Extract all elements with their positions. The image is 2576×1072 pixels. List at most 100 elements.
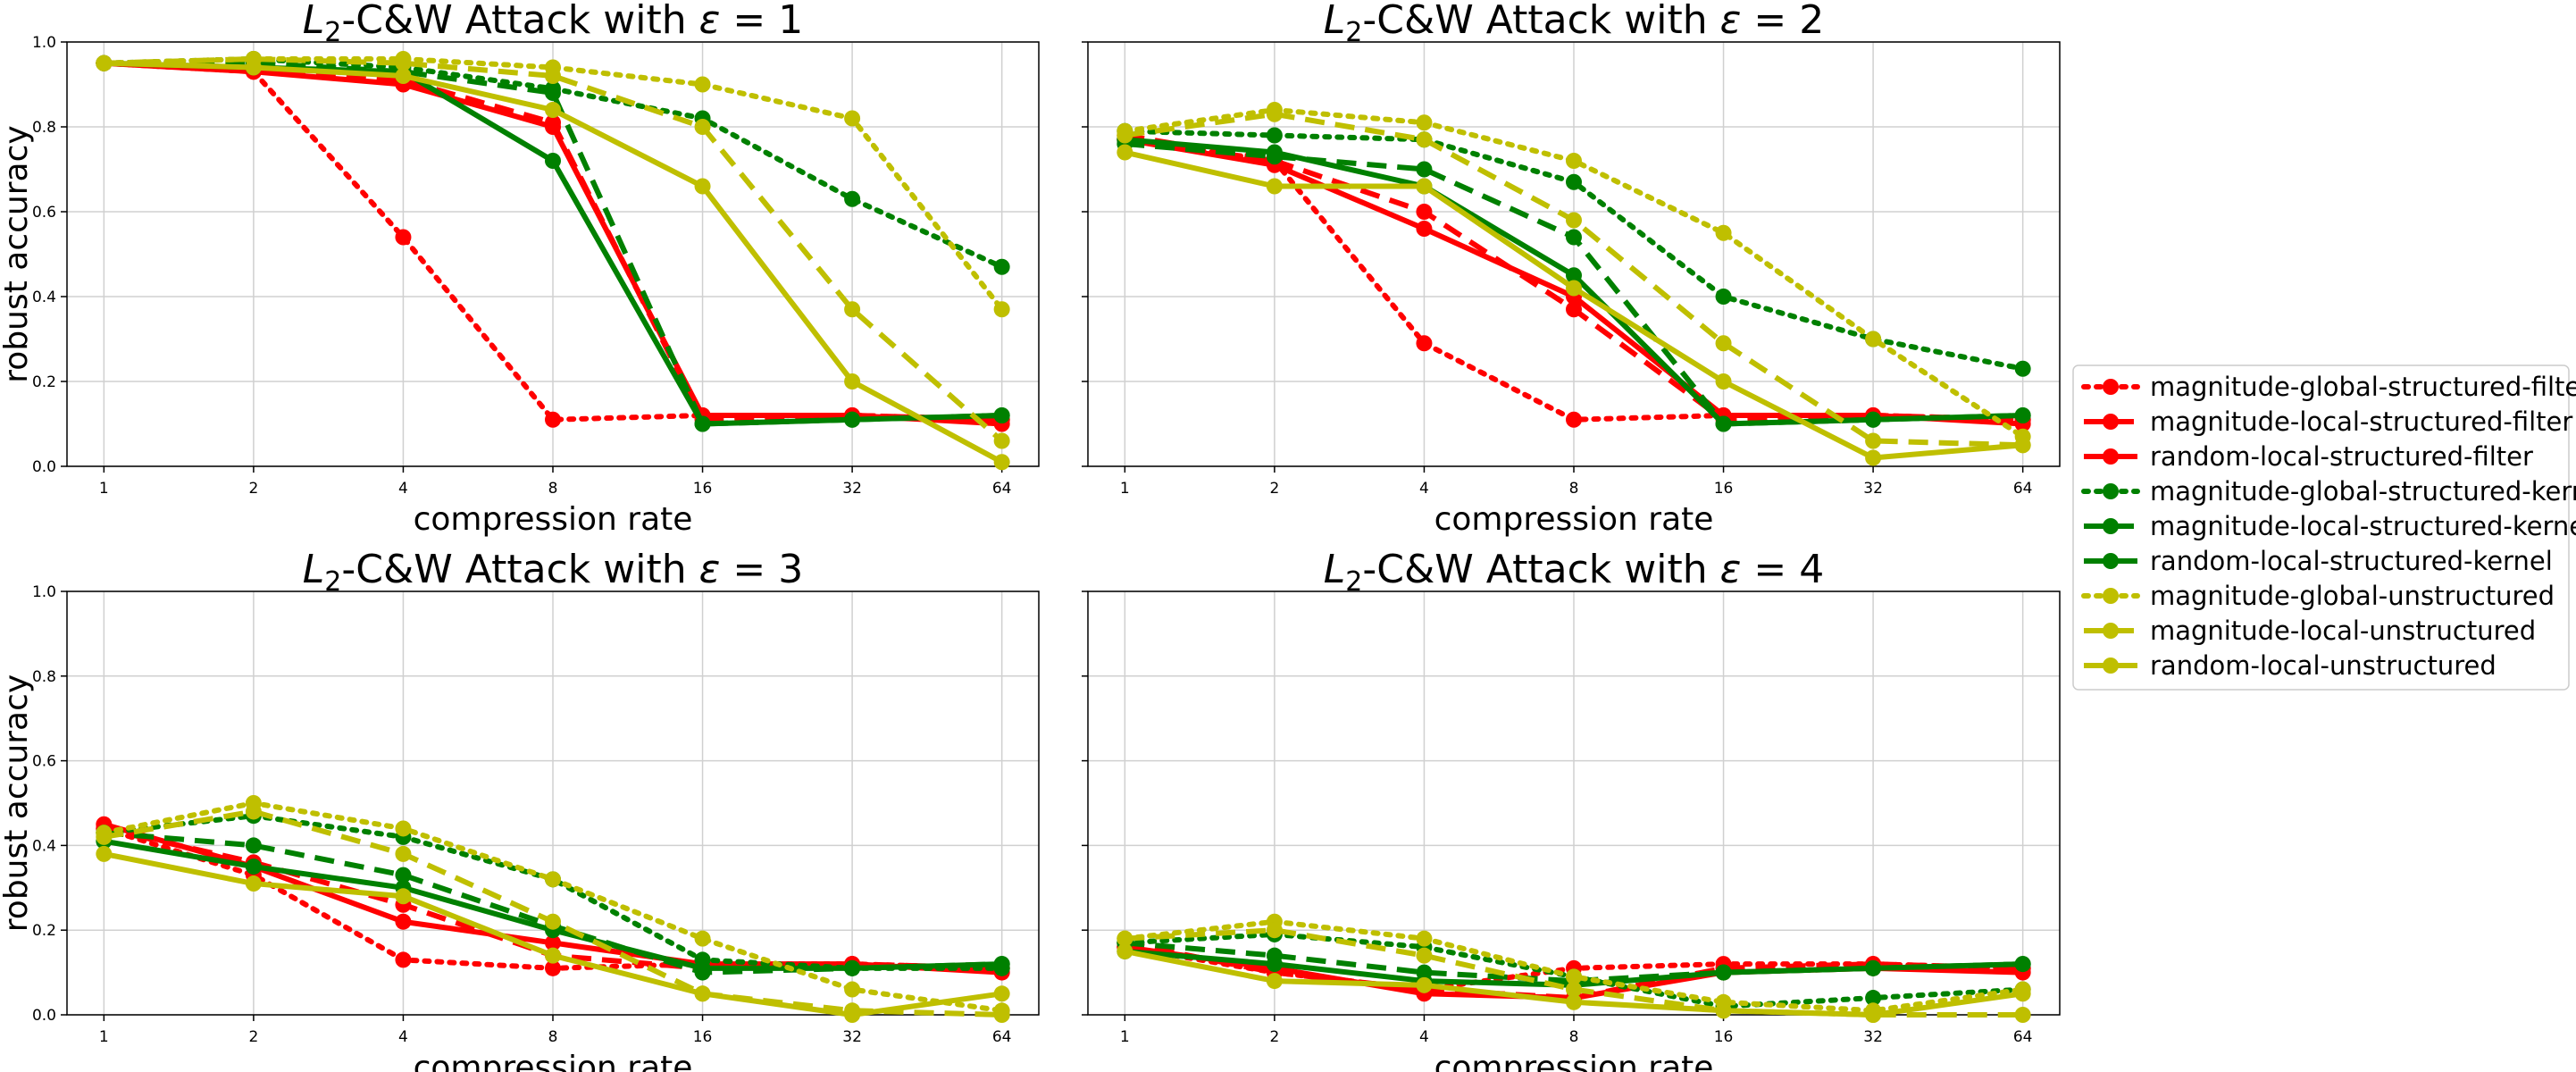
panel-title: L2-C&W Attack with ε = 3 xyxy=(303,547,803,598)
data-point xyxy=(993,985,1010,1002)
data-point xyxy=(395,867,412,884)
data-point xyxy=(1416,161,1433,178)
series-random-local-unstructured xyxy=(96,845,1010,1023)
x-tick-label: 4 xyxy=(1419,1028,1429,1046)
data-point xyxy=(1266,956,1283,973)
y-tick-label: 0.6 xyxy=(32,204,56,222)
data-point xyxy=(245,59,262,76)
legend-label: random-local-structured-filter xyxy=(2150,441,2533,472)
x-tick-label: 8 xyxy=(548,1028,558,1046)
data-point xyxy=(993,258,1010,275)
legend-label: magnitude-global-unstructured xyxy=(2150,581,2555,611)
x-tick-label: 8 xyxy=(548,480,558,498)
data-point xyxy=(245,837,262,854)
data-point xyxy=(1865,331,1882,348)
legend-marker xyxy=(2103,657,2119,674)
data-point xyxy=(545,934,561,951)
x-tick-label: 1 xyxy=(99,1028,109,1046)
x-axis-label: compression rate xyxy=(414,501,693,538)
data-point xyxy=(1715,224,1732,241)
data-point xyxy=(844,301,861,318)
legend-label: magnitude-global-structured-filter xyxy=(2150,372,2576,402)
data-point xyxy=(844,190,861,207)
legend-item: random-local-structured-kernel xyxy=(2084,546,2553,576)
data-point xyxy=(1416,947,1433,964)
data-point xyxy=(96,845,113,862)
panel-3: 1 2 4 8 16 32 64 0.0 0.2 0.4 0.6 0.8 1.0 compression … xyxy=(0,547,1040,1072)
data-point xyxy=(1117,942,1133,959)
legend-item: random-local-structured-filter xyxy=(2084,441,2533,472)
data-point xyxy=(545,153,561,169)
data-point xyxy=(1117,144,1133,161)
legend-marker xyxy=(2103,623,2119,639)
data-point xyxy=(1715,289,1732,305)
data-point xyxy=(245,875,262,892)
data-point xyxy=(1566,280,1582,297)
series-random-local-unstructured xyxy=(1117,144,2031,466)
y-tick-label: 0.4 xyxy=(32,289,56,306)
data-point xyxy=(1566,229,1582,246)
legend-item: magnitude-local-structured-filter xyxy=(2084,406,2572,437)
data-point xyxy=(1266,105,1283,122)
data-point xyxy=(1566,153,1582,169)
data-point xyxy=(1416,335,1433,352)
data-point xyxy=(545,947,561,964)
data-point xyxy=(844,110,861,127)
x-tick-label: 2 xyxy=(1269,1028,1279,1046)
data-point xyxy=(395,229,412,246)
legend-label: random-local-unstructured xyxy=(2150,650,2497,681)
x-tick-label: 8 xyxy=(1569,480,1579,498)
data-point xyxy=(694,415,711,432)
data-point xyxy=(694,959,711,976)
x-tick-label: 2 xyxy=(248,1028,258,1046)
x-tick-label: 32 xyxy=(842,1028,862,1046)
data-point xyxy=(1865,449,1882,466)
legend-marker xyxy=(2103,448,2119,465)
data-point xyxy=(245,803,262,820)
data-point xyxy=(1865,432,1882,449)
data-point xyxy=(1715,335,1732,352)
data-point xyxy=(2014,956,2031,973)
data-point xyxy=(1266,973,1283,990)
data-point xyxy=(1117,127,1133,144)
x-axis-label: compression rate xyxy=(414,1050,693,1072)
data-point xyxy=(993,454,1010,471)
data-point xyxy=(993,407,1010,423)
data-point xyxy=(545,119,561,135)
x-tick-label: 16 xyxy=(1714,1028,1734,1046)
y-tick-label: 0.0 xyxy=(32,1007,56,1025)
data-point xyxy=(1416,221,1433,237)
series-random-local-unstructured xyxy=(1117,942,2031,1023)
legend-label: magnitude-local-structured-filter xyxy=(2150,406,2572,437)
data-point xyxy=(1566,981,1582,998)
data-point xyxy=(545,68,561,84)
data-point xyxy=(1566,212,1582,229)
x-tick-label: 32 xyxy=(1863,480,1883,498)
x-tick-label: 64 xyxy=(992,1028,1012,1046)
data-point xyxy=(1865,1007,1882,1023)
panel-2: 1 2 4 8 16 32 64 compression rate L2-C&W Attack … xyxy=(1082,0,2061,538)
x-tick-label: 4 xyxy=(1419,480,1429,498)
panel-1: 1 2 4 8 16 32 64 0.0 0.2 0.4 0.6 0.8 1.0 compression … xyxy=(0,0,1040,538)
x-tick-label: 64 xyxy=(2013,1028,2033,1046)
data-point xyxy=(1416,178,1433,195)
panel-title: L2-C&W Attack with ε = 1 xyxy=(303,0,803,48)
data-point xyxy=(245,858,262,875)
legend-item: magnitude-global-structured-kernel xyxy=(2081,476,2576,507)
data-point xyxy=(1266,178,1283,195)
series-magnitude-local-unstructured xyxy=(96,803,1010,1023)
grid xyxy=(1088,41,2060,467)
legend-item: random-local-unstructured xyxy=(2084,650,2497,681)
data-point xyxy=(844,959,861,976)
data-point xyxy=(993,956,1010,973)
data-point xyxy=(1416,114,1433,131)
data-point xyxy=(395,820,412,837)
panels-layer: 1 2 4 8 16 32 64 0.0 0.2 0.4 0.6 0.8 1.0 compression … xyxy=(0,0,2061,1072)
data-point xyxy=(1117,930,1133,947)
x-tick-label: 1 xyxy=(1120,480,1130,498)
data-point xyxy=(1566,267,1582,284)
legend-item: magnitude-local-structured-kernel xyxy=(2084,511,2576,541)
data-point xyxy=(1865,959,1882,976)
data-point xyxy=(993,1007,1010,1023)
data-point xyxy=(694,985,711,1002)
